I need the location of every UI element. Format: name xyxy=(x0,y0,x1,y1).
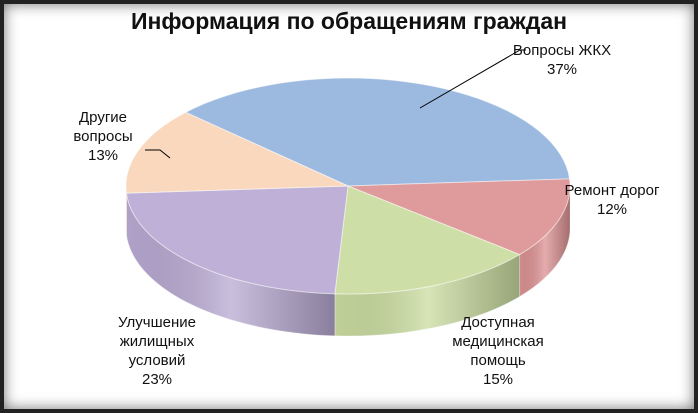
slice-label: Ремонт дорог 12% xyxy=(542,181,682,219)
slice-name: Ремонт дорог xyxy=(564,182,660,199)
pie-slice xyxy=(184,77,571,187)
leader-line xyxy=(145,149,171,159)
slice-name: Вопросы ЖКХ xyxy=(512,42,612,59)
pie-side-shade xyxy=(519,186,570,297)
slice-label: Другие вопросы 13% xyxy=(53,108,153,165)
slice-name: Улучшение жилищных условий xyxy=(118,314,196,369)
pie-slice xyxy=(125,111,349,194)
slice-value: 12% xyxy=(596,201,628,218)
slice-value: 15% xyxy=(482,371,514,388)
leader-lines xyxy=(145,49,526,159)
pie-side-shade xyxy=(126,193,335,336)
pie-slice xyxy=(347,178,571,256)
slice-name: Другие вопросы xyxy=(73,109,133,145)
slice-name: Доступная медицинская помощь xyxy=(452,314,544,369)
chart-title: Информация по обращениям граждан xyxy=(130,8,568,34)
slice-value: 13% xyxy=(87,147,119,164)
pie-side-shade xyxy=(334,254,520,336)
slice-value: 37% xyxy=(546,61,578,78)
slice-value: 23% xyxy=(141,371,173,388)
slice-label: Доступная медицинская помощь 15% xyxy=(433,313,563,389)
pie-slice xyxy=(125,185,349,295)
slice-label: Улучшение жилищных условий 23% xyxy=(102,313,212,389)
leader-line xyxy=(419,49,526,109)
pie-slice xyxy=(334,185,521,295)
slice-label: Вопросы ЖКХ 37% xyxy=(492,41,632,79)
